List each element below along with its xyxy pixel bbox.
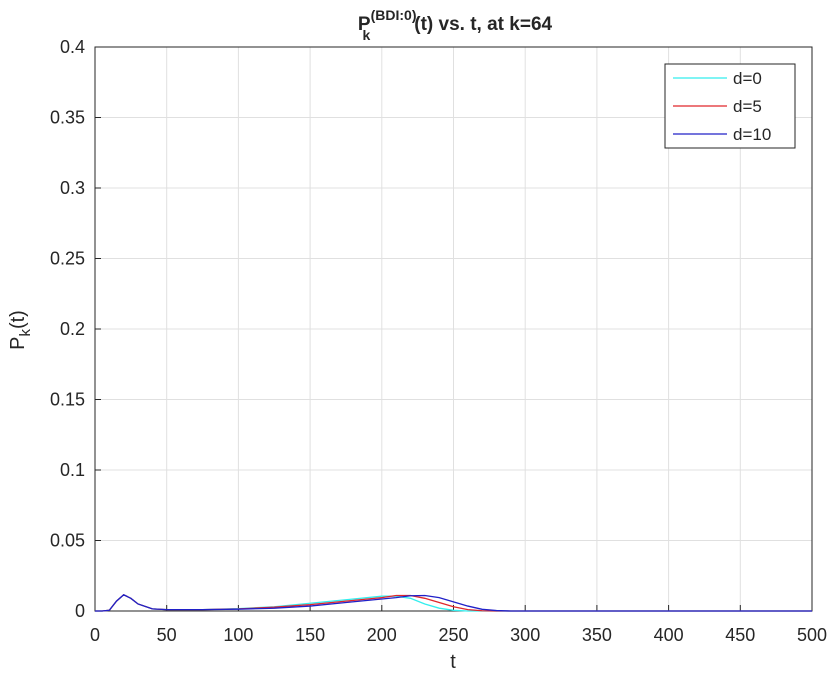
- ylabel-base: P: [7, 337, 29, 350]
- ylabel-rest: (t): [7, 310, 29, 329]
- y-tick-label: 0: [75, 601, 85, 621]
- y-tick-label: 0.4: [60, 37, 85, 57]
- y-tick-label: 0.25: [50, 249, 85, 269]
- y-tick-label: 0.05: [50, 531, 85, 551]
- title-rest: (t) vs. t, at k=64: [414, 14, 552, 35]
- x-tick-label: 300: [510, 625, 540, 645]
- x-tick-label: 400: [654, 625, 684, 645]
- x-tick-label: 250: [438, 625, 468, 645]
- x-tick-label: 100: [223, 625, 253, 645]
- legend-label: d=0: [733, 69, 762, 88]
- ylabel-sub: k: [17, 329, 34, 337]
- y-axis-label: Pk(t): [7, 310, 34, 350]
- x-axis-label: t: [450, 651, 456, 673]
- x-tick-label: 150: [295, 625, 325, 645]
- title-sub: k: [362, 27, 370, 43]
- x-tick-label: 450: [725, 625, 755, 645]
- chart-title: P(BDI:0) k (t) vs. t, at k=64: [358, 7, 553, 43]
- title-sup: (BDI:0): [371, 7, 417, 23]
- x-tick-label: 500: [797, 625, 827, 645]
- x-tick-label: 50: [157, 625, 177, 645]
- plot-frame: [94, 46, 813, 612]
- y-tick-label: 0.35: [50, 108, 85, 128]
- legend-label: d=10: [733, 125, 771, 144]
- y-tick-label: 0.3: [60, 178, 85, 198]
- series-line: [95, 594, 812, 612]
- y-tick-label: 0.1: [60, 460, 85, 480]
- x-tick-label: 200: [367, 625, 397, 645]
- x-tick-label: 350: [582, 625, 612, 645]
- title-base: P: [358, 14, 371, 35]
- x-tick-label: 0: [90, 625, 100, 645]
- y-tick-label: 0.2: [60, 319, 85, 339]
- y-tick-label: 0.15: [50, 390, 85, 410]
- legend-label: d=5: [733, 97, 762, 116]
